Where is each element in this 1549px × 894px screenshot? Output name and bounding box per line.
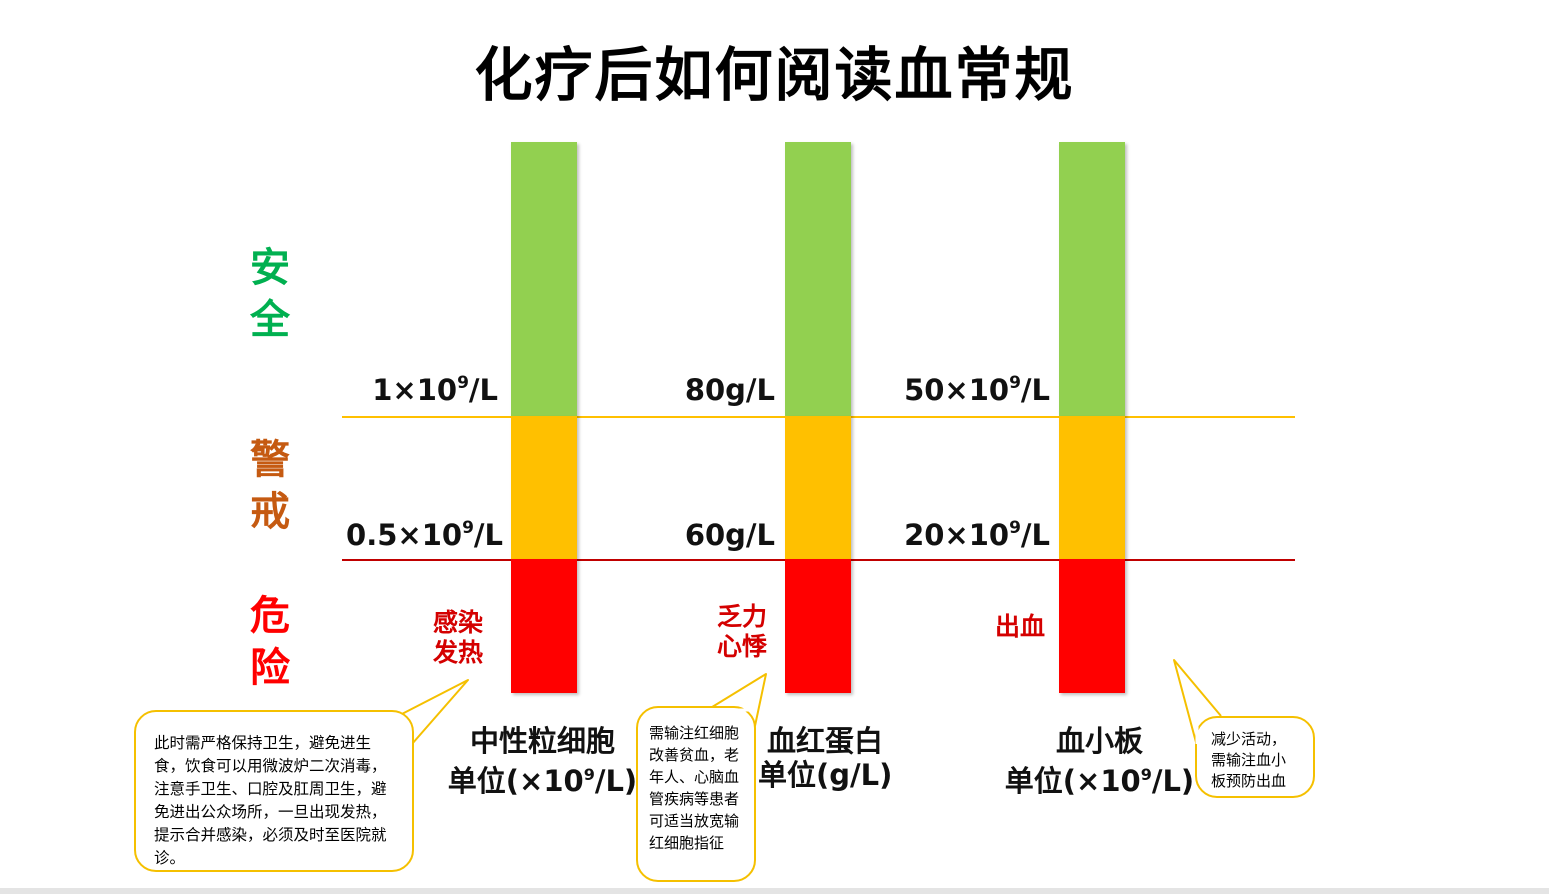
neutrophil-name: 中性粒细胞 单位(×109/L) — [447, 724, 638, 798]
platelet-upper-threshold: 50×109/L — [904, 373, 1050, 407]
neutrophil-symptom: 感染 发热 — [432, 608, 483, 667]
hemoglobin-bar-danger — [785, 559, 851, 693]
platelet-bar-safe — [1059, 142, 1125, 416]
platelet-lower-threshold: 20×109/L — [904, 518, 1050, 552]
hemoglobin-lower-threshold: 60g/L — [684, 518, 775, 552]
platelet-name: 血小板 单位(×109/L) — [1004, 724, 1195, 798]
hemoglobin-symptom: 乏力 心悸 — [716, 602, 767, 661]
zone-label-warning: 警戒 — [250, 437, 290, 535]
neutrophil-lower-threshold: 0.5×109/L — [346, 518, 503, 552]
zone-label-danger: 危险 — [250, 593, 290, 691]
platelet-bar-danger — [1059, 559, 1125, 693]
platelet-bar-warning — [1059, 416, 1125, 559]
page-title: 化疗后如何阅读血常规 — [474, 41, 1075, 109]
platelet-symptom: 出血 — [994, 612, 1045, 641]
platelet-note: 减少活动，需输注血小板预防出血 — [1195, 716, 1315, 798]
neutrophil-callout-pointer — [397, 679, 469, 745]
hemoglobin-upper-threshold: 80g/L — [684, 373, 775, 407]
hemoglobin-name: 血红蛋白 单位(g/L) — [758, 724, 893, 792]
hemoglobin-bar-safe — [785, 142, 851, 416]
neutrophil-bar-warning — [511, 416, 577, 559]
hemoglobin-note: 需输注红细胞改善贫血，老年人、心脑血管疾病等患者可适当放宽输红细胞指征 — [636, 706, 756, 882]
zone-label-safe: 安全 — [250, 245, 290, 343]
hemoglobin-bar-warning — [785, 416, 851, 559]
neutrophil-bar-safe — [511, 142, 577, 416]
neutrophil-upper-threshold: 1×109/L — [372, 373, 498, 407]
neutrophil-bar-danger — [511, 559, 577, 693]
bottom-bar — [0, 888, 1549, 894]
neutrophil-note: 此时需严格保持卫生，避免进生食，饮食可以用微波炉二次消毒，注意手卫生、口腔及肛周… — [134, 710, 414, 872]
